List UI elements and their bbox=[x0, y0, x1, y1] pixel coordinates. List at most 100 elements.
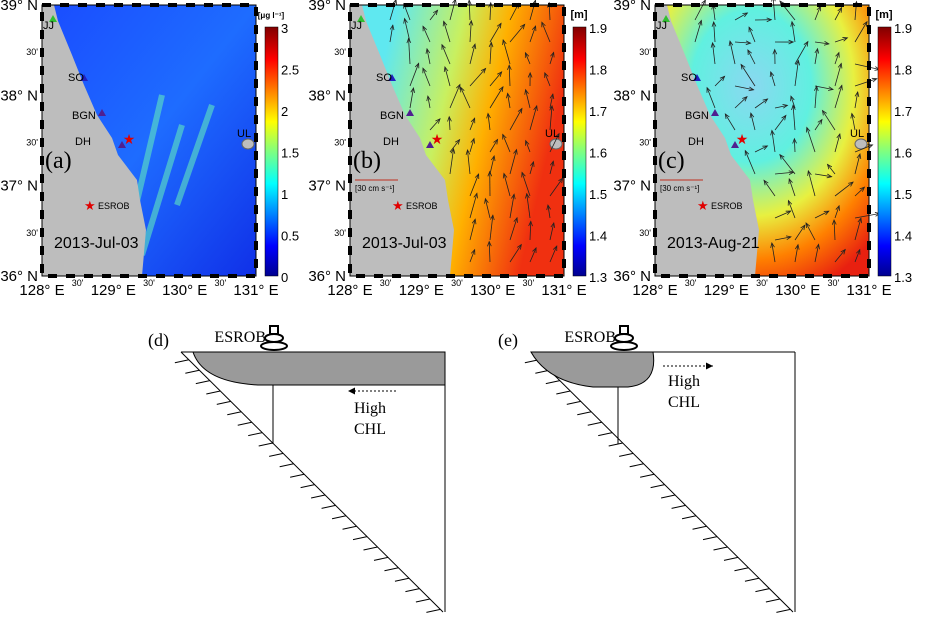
high-chl-layer bbox=[193, 352, 445, 385]
seabed-hatch bbox=[364, 547, 378, 550]
colorbar-unit: [m] bbox=[570, 9, 587, 21]
lon-tick-label: 131° E bbox=[233, 282, 278, 299]
lat-tick-label: 30' bbox=[26, 47, 38, 57]
seabed-hatch bbox=[672, 505, 686, 508]
map-panel-c: [30 cm s⁻¹]JJSOBGNDHUL★★ESROB(c)2013-Aug… bbox=[613, 0, 912, 299]
lon-tick-label: 30' bbox=[214, 278, 226, 288]
panel-label: (a) bbox=[45, 148, 72, 174]
colorbar-tick-label: 0.5 bbox=[281, 229, 299, 244]
seabed-hatch bbox=[395, 578, 409, 581]
panel-label: (b) bbox=[353, 148, 381, 174]
seabed-hatch bbox=[703, 537, 717, 540]
lat-tick-label: 30' bbox=[26, 228, 38, 238]
lon-tick-label: 129° E bbox=[704, 282, 749, 299]
lon-tick-label: 131° E bbox=[846, 282, 891, 299]
buoy-label: ESROB bbox=[214, 329, 266, 346]
colorbar-tick-label: 1.4 bbox=[894, 229, 912, 244]
seabed-hatch bbox=[567, 401, 581, 404]
lon-tick-label: 30' bbox=[522, 278, 534, 288]
seabed-hatch bbox=[714, 547, 728, 550]
colorbar-unit: [μg l⁻¹] bbox=[258, 11, 285, 20]
seabed-hatch bbox=[630, 464, 644, 467]
colorbar-tick-label: 2 bbox=[281, 104, 288, 119]
buoy-label: ESROB bbox=[564, 329, 616, 346]
lon-tick-label: 128° E bbox=[19, 282, 64, 299]
station-label-dh: DH bbox=[688, 136, 704, 148]
seabed-hatch bbox=[577, 412, 591, 415]
lat-tick-label: 30' bbox=[639, 138, 651, 148]
colorbar-tick-label: 1.5 bbox=[589, 187, 607, 202]
station-label-ul: UL bbox=[237, 128, 251, 140]
colorbar bbox=[265, 27, 278, 276]
lat-tick-label: 37° N bbox=[308, 178, 346, 195]
dh-star-icon: ★ bbox=[123, 131, 136, 147]
station-label-so: SO bbox=[68, 72, 84, 84]
colorbar-tick-label: 1.5 bbox=[281, 146, 299, 161]
lon-tick-label: 130° E bbox=[162, 282, 207, 299]
note-line-1: High bbox=[354, 400, 386, 417]
arrowhead-icon bbox=[348, 388, 355, 395]
seabed-hatch bbox=[185, 370, 199, 373]
diagram-label: (d) bbox=[148, 330, 169, 351]
map-panel-b: [30 cm s⁻¹]JJSOBGNDHUL★★ESROB(b)2013-Jul… bbox=[308, 0, 607, 299]
seabed-hatch bbox=[682, 516, 696, 519]
lon-tick-label: 30' bbox=[143, 278, 155, 288]
seabed-hatch bbox=[227, 412, 241, 415]
seabed-hatch bbox=[766, 599, 780, 602]
seabed-hatch bbox=[238, 422, 252, 425]
station-label-so: SO bbox=[376, 72, 392, 84]
lat-tick-label: 38° N bbox=[308, 87, 346, 104]
seabed-hatch bbox=[651, 485, 665, 488]
colorbar-tick-label: 0 bbox=[281, 270, 288, 285]
colorbar-tick-label: 1.4 bbox=[589, 229, 607, 244]
panel-date: 2013-Jul-03 bbox=[54, 235, 139, 252]
seabed-hatch bbox=[734, 568, 748, 571]
lon-tick-label: 30' bbox=[827, 278, 839, 288]
lon-tick-label: 130° E bbox=[775, 282, 820, 299]
colorbar-tick-label: 2.5 bbox=[281, 63, 299, 78]
seabed-hatch bbox=[196, 381, 210, 384]
lat-tick-label: 30' bbox=[334, 138, 346, 148]
seabed-hatch bbox=[661, 495, 675, 498]
seabed-hatch bbox=[619, 453, 633, 456]
lat-tick-label: 38° N bbox=[613, 87, 651, 104]
seabed-hatch bbox=[311, 495, 325, 498]
station-label-bgn: BGN bbox=[380, 110, 404, 122]
seabed-hatch bbox=[269, 453, 283, 456]
esrob-star-icon: ★ bbox=[84, 198, 96, 213]
station-label-jj: JJ bbox=[43, 20, 54, 32]
ulleung-island bbox=[242, 139, 254, 149]
colorbar-tick-label: 1.6 bbox=[589, 146, 607, 161]
colorbar-tick-label: 1.7 bbox=[589, 104, 607, 119]
seabed-hatch bbox=[776, 609, 790, 612]
colorbar-tick-label: 1.5 bbox=[894, 187, 912, 202]
lat-tick-label: 30' bbox=[639, 228, 651, 238]
colorbar-tick-label: 1 bbox=[281, 187, 288, 202]
lon-tick-label: 30' bbox=[72, 278, 84, 288]
lon-tick-label: 30' bbox=[451, 278, 463, 288]
lon-tick-label: 131° E bbox=[541, 282, 586, 299]
colorbar-tick-label: 1.3 bbox=[589, 270, 607, 285]
seabed-hatch bbox=[343, 526, 357, 529]
colorbar bbox=[878, 27, 891, 276]
seabed-hatch bbox=[405, 589, 419, 592]
diagram-label: (e) bbox=[498, 330, 518, 351]
seabed-hatch bbox=[217, 401, 231, 404]
scale-label: [30 cm s⁻¹] bbox=[355, 184, 394, 193]
seabed-hatch bbox=[724, 557, 738, 560]
colorbar-tick-label: 1.6 bbox=[894, 146, 912, 161]
seabed-hatch bbox=[206, 391, 220, 394]
lon-tick-label: 30' bbox=[380, 278, 392, 288]
seabed-hatch bbox=[598, 433, 612, 436]
high-chl-layer bbox=[531, 352, 654, 387]
colorbar-tick-label: 3 bbox=[281, 21, 288, 36]
seabed-hatch bbox=[640, 474, 654, 477]
esrob-label: ESROB bbox=[711, 201, 743, 211]
scale-label: [30 cm s⁻¹] bbox=[660, 184, 699, 193]
seabed-hatch bbox=[332, 516, 346, 519]
dh-star-icon: ★ bbox=[736, 131, 749, 147]
